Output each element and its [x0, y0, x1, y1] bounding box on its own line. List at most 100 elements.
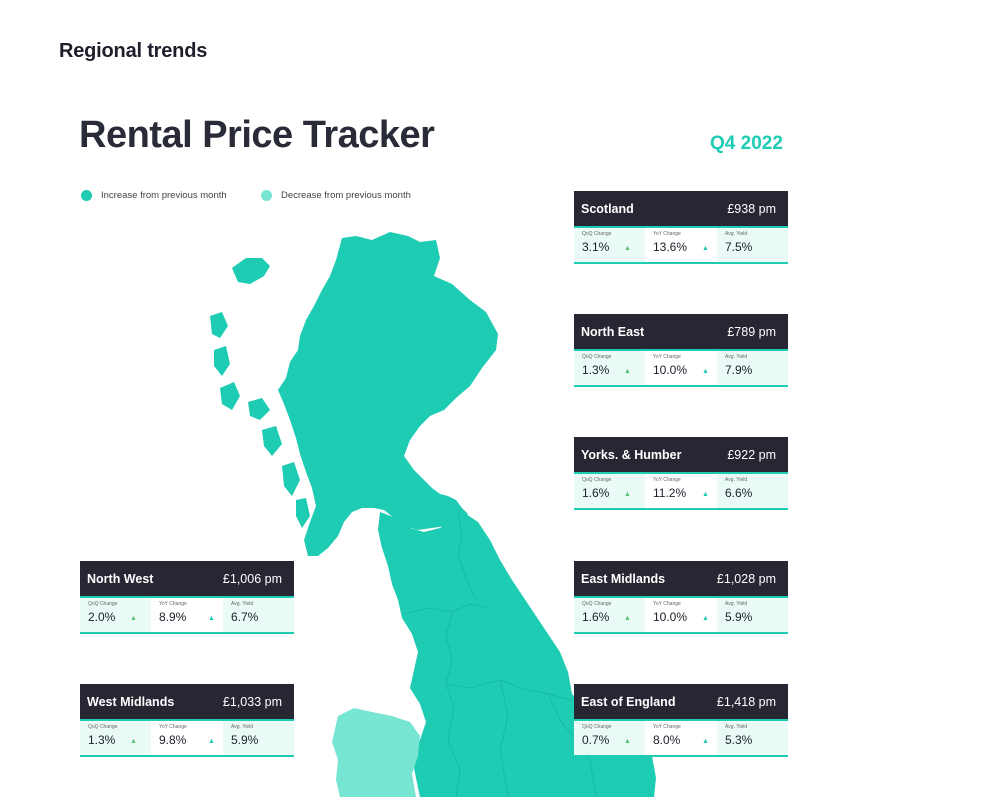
yield-label: Avg. Yield: [725, 477, 748, 483]
quarter-label: Q4 2022: [710, 133, 783, 154]
yoy-up-arrow-icon: ▲: [702, 245, 709, 252]
region-price: £1,028 pm: [716, 571, 776, 586]
region-name: West Midlands: [87, 694, 175, 709]
region-price: £789 pm: [727, 324, 776, 339]
qoq-value: 1.3%: [88, 733, 116, 747]
legend-decrease: Decrease from previous month: [261, 190, 411, 201]
yoy-up-arrow-icon: ▲: [208, 738, 215, 745]
yield-label: Avg. Yield: [725, 601, 748, 607]
qoq-cell: QoQ Change 1.6% ▲: [574, 474, 645, 508]
region-price: £938 pm: [727, 201, 776, 216]
yield-value: 5.9%: [725, 610, 753, 624]
yoy-value: 13.6%: [653, 240, 688, 254]
region-name: Yorks. & Humber: [581, 447, 682, 462]
yield-cell: Avg. Yield 6.7%: [223, 598, 294, 632]
yoy-cell: YoY Change 11.2% ▲: [645, 474, 717, 508]
qoq-up-arrow-icon: ▲: [624, 738, 631, 745]
yield-value: 5.9%: [231, 733, 259, 747]
yoy-label: YoY Change: [653, 231, 681, 237]
qoq-label: QoQ Change: [88, 601, 118, 607]
qoq-up-arrow-icon: ▲: [624, 491, 631, 498]
yoy-up-arrow-icon: ▲: [702, 368, 709, 375]
yoy-cell: YoY Change 9.8% ▲: [151, 721, 223, 755]
region-card-east-of-england: East of England £1,418 pm QoQ Change 0.7…: [574, 684, 788, 757]
yield-label: Avg. Yield: [725, 724, 748, 730]
region-name: North West: [87, 571, 154, 586]
yoy-label: YoY Change: [653, 354, 681, 360]
yield-value: 6.6%: [725, 486, 753, 500]
map-region-wales: [332, 708, 420, 797]
yield-cell: Avg. Yield 7.5%: [717, 228, 788, 262]
yoy-value: 10.0%: [653, 610, 688, 624]
card-stats: QoQ Change 0.7% ▲ YoY Change 8.0% ▲ Avg.…: [574, 719, 788, 757]
qoq-up-arrow-icon: ▲: [624, 615, 631, 622]
map-island-3: [220, 382, 240, 410]
region-name: North East: [581, 324, 645, 339]
qoq-value: 1.3%: [582, 363, 610, 377]
qoq-cell: QoQ Change 1.6% ▲: [574, 598, 645, 632]
region-card-north-west: North West £1,006 pm QoQ Change 2.0% ▲ Y…: [80, 561, 294, 634]
qoq-up-arrow-icon: ▲: [624, 245, 631, 252]
yoy-up-arrow-icon: ▲: [702, 615, 709, 622]
qoq-value: 1.6%: [582, 486, 610, 500]
yield-cell: Avg. Yield 7.9%: [717, 351, 788, 385]
qoq-value: 0.7%: [582, 733, 610, 747]
tracker-title: Rental Price Tracker: [79, 114, 435, 156]
region-card-north-east: North East £789 pm QoQ Change 1.3% ▲ YoY…: [574, 314, 788, 387]
region-card-scotland: Scotland £938 pm QoQ Change 3.1% ▲ YoY C…: [574, 191, 788, 264]
region-price: £922 pm: [727, 447, 776, 462]
yoy-label: YoY Change: [653, 724, 681, 730]
yield-label: Avg. Yield: [725, 354, 748, 360]
yoy-label: YoY Change: [653, 477, 681, 483]
map-region-hebrides: [232, 258, 270, 284]
qoq-up-arrow-icon: ▲: [624, 368, 631, 375]
region-card-yorks-humber: Yorks. & Humber £922 pm QoQ Change 1.6% …: [574, 437, 788, 510]
card-stats: QoQ Change 3.1% ▲ YoY Change 13.6% ▲ Avg…: [574, 226, 788, 264]
yield-label: Avg. Yield: [231, 724, 254, 730]
yoy-cell: YoY Change 13.6% ▲: [645, 228, 717, 262]
region-name: East Midlands: [581, 571, 666, 586]
yield-value: 7.9%: [725, 363, 753, 377]
yoy-up-arrow-icon: ▲: [208, 615, 215, 622]
qoq-label: QoQ Change: [582, 477, 612, 483]
card-stats: QoQ Change 1.3% ▲ YoY Change 9.8% ▲ Avg.…: [80, 719, 294, 757]
qoq-up-arrow-icon: ▲: [130, 738, 137, 745]
card-header: North West £1,006 pm: [80, 561, 294, 596]
region-price: £1,418 pm: [716, 694, 776, 709]
card-header: North East £789 pm: [574, 314, 788, 349]
qoq-label: QoQ Change: [582, 231, 612, 237]
card-header: West Midlands £1,033 pm: [80, 684, 294, 719]
map-island-2: [214, 346, 230, 376]
yoy-value: 10.0%: [653, 363, 688, 377]
yoy-value: 8.0%: [653, 733, 681, 747]
qoq-value: 2.0%: [88, 610, 116, 624]
map-island-7: [296, 498, 310, 528]
yield-label: Avg. Yield: [231, 601, 254, 607]
qoq-cell: QoQ Change 3.1% ▲: [574, 228, 645, 262]
card-stats: QoQ Change 1.6% ▲ YoY Change 10.0% ▲ Avg…: [574, 596, 788, 634]
yoy-cell: YoY Change 10.0% ▲: [645, 598, 717, 632]
region-price: £1,006 pm: [222, 571, 282, 586]
yield-cell: Avg. Yield 5.9%: [717, 598, 788, 632]
region-price: £1,033 pm: [222, 694, 282, 709]
qoq-cell: QoQ Change 1.3% ▲: [80, 721, 151, 755]
region-name: East of England: [581, 694, 676, 709]
map-island-5: [262, 426, 282, 456]
yoy-value: 11.2%: [653, 486, 687, 500]
card-stats: QoQ Change 2.0% ▲ YoY Change 8.9% ▲ Avg.…: [80, 596, 294, 634]
yoy-label: YoY Change: [159, 724, 187, 730]
qoq-cell: QoQ Change 2.0% ▲: [80, 598, 151, 632]
qoq-label: QoQ Change: [88, 724, 118, 730]
legend-decrease-label: Decrease from previous month: [281, 190, 411, 201]
yoy-value: 8.9%: [159, 610, 187, 624]
yield-value: 6.7%: [231, 610, 259, 624]
map-region-scotland: [278, 232, 498, 556]
region-name: Scotland: [581, 201, 634, 216]
legend-increase-swatch: [81, 190, 92, 201]
qoq-value: 1.6%: [582, 610, 610, 624]
qoq-up-arrow-icon: ▲: [130, 615, 137, 622]
yoy-label: YoY Change: [653, 601, 681, 607]
legend-increase-label: Increase from previous month: [101, 190, 227, 201]
qoq-value: 3.1%: [582, 240, 610, 254]
qoq-label: QoQ Change: [582, 601, 612, 607]
